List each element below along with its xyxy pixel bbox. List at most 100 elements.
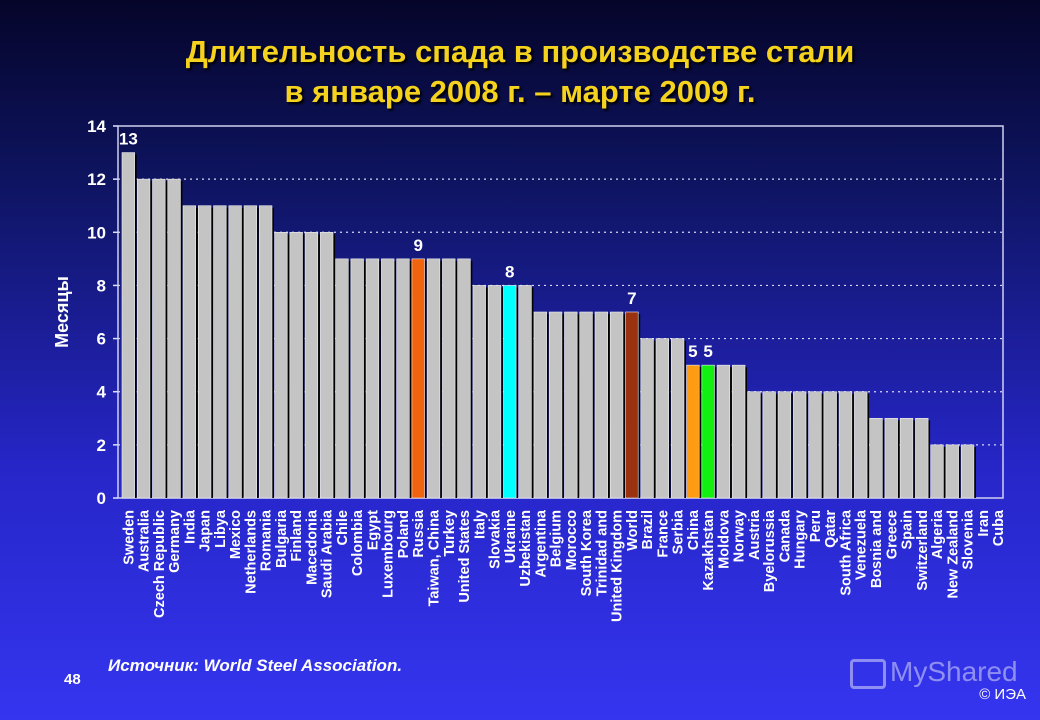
x-tick-label: Turkey <box>442 510 458 556</box>
x-tick-label: Canada <box>777 509 793 562</box>
x-tick-label: China <box>686 509 702 550</box>
page-number: 48 <box>64 671 81 688</box>
y-tick-label: 0 <box>97 489 106 508</box>
bar-china <box>686 364 700 499</box>
bar-belgium <box>548 311 563 499</box>
x-tick-label: Iran <box>976 510 992 537</box>
bar-chile <box>335 258 349 499</box>
x-tick-label: Slovenia <box>961 509 977 570</box>
x-tick-label: Switzerland <box>915 510 931 591</box>
bar-morocco <box>564 311 578 499</box>
chart-title-line1: Длительность спада в производстве стали <box>185 34 855 69</box>
x-tick-label: Moldova <box>716 509 732 569</box>
x-tick-label: Libya <box>213 509 229 548</box>
chart-title-line2: в январе 2008 г. – марте 2009 г. <box>284 74 756 109</box>
data-label: 8 <box>505 262 514 281</box>
y-tick-label: 14 <box>87 117 106 136</box>
x-tick-label: Czech Republic <box>152 510 168 618</box>
bar-colombia <box>350 258 364 499</box>
data-label: 7 <box>627 289 636 308</box>
x-tick-label: Uzbekistan <box>518 510 534 587</box>
x-tick-label: South Korea <box>579 509 595 596</box>
y-axis-label: Месяцы <box>52 276 72 348</box>
bar-kazakhstan <box>701 364 715 499</box>
x-tick-label: Spain <box>900 510 916 549</box>
bar-romania <box>259 205 273 499</box>
watermark-text: MyShared <box>890 656 1018 687</box>
y-tick-label: 2 <box>97 436 106 455</box>
bar-taiwan-china <box>426 258 441 499</box>
x-tick-label: India <box>182 509 198 544</box>
x-tick-label: France <box>655 510 671 558</box>
x-tick-label: Egypt <box>365 510 381 550</box>
bar-argentina <box>533 311 547 499</box>
bar-greece <box>884 417 898 499</box>
bar-macedonia <box>304 231 319 499</box>
bar-slovenia <box>960 444 975 499</box>
x-tick-label: Bulgaria <box>274 509 290 568</box>
bar-south-korea <box>579 311 593 499</box>
data-label: 9 <box>414 236 423 255</box>
bar-sweden <box>121 152 135 499</box>
data-label: 5 <box>688 342 697 361</box>
bar-austria <box>747 391 761 499</box>
data-label: 13 <box>119 130 138 149</box>
x-tick-label: Australia <box>137 509 153 572</box>
bar-world <box>625 311 639 499</box>
bar-france <box>655 338 670 499</box>
bar-moldova <box>716 364 731 499</box>
x-tick-label: Cuba <box>991 509 1007 546</box>
x-tick-label: Japan <box>198 510 214 552</box>
bar-slovakia <box>487 285 502 499</box>
x-tick-label: United Kingdom <box>610 510 626 622</box>
y-tick-label: 4 <box>97 383 107 402</box>
x-tick-label: Colombia <box>350 509 366 576</box>
bar-byelorussia <box>762 391 776 499</box>
bar-finland <box>289 231 303 499</box>
x-tick-label: Taiwan, China <box>427 509 443 606</box>
x-tick-label: Kazakhstan <box>701 510 717 591</box>
source-note: Источник: World Steel Association. <box>108 656 403 675</box>
x-tick-label: World <box>625 510 641 551</box>
x-tick-label: Serbia <box>671 509 687 554</box>
x-tick-label: Morocco <box>564 510 580 571</box>
bar-poland <box>396 258 410 499</box>
bar-algeria <box>930 444 944 499</box>
x-tick-label: Byelorussia <box>762 509 778 592</box>
x-tick-label: Slovakia <box>488 509 504 569</box>
bar-qatar <box>823 391 837 499</box>
bar-new-zealand <box>945 444 959 499</box>
x-tick-label: Argentina <box>533 509 549 578</box>
x-tick-label: Russia <box>411 509 427 557</box>
bar-bosnia-and <box>869 417 883 499</box>
x-tick-label: South Africa <box>838 509 854 596</box>
x-tick-label: Brazil <box>640 510 656 550</box>
bar-netherlands <box>243 205 258 499</box>
x-tick-label: Luxembourg <box>381 510 397 598</box>
bar-south-africa <box>838 391 853 499</box>
x-tick-label: Greece <box>884 510 900 559</box>
bar-hungary <box>793 391 807 499</box>
copyright: © ИЭА <box>979 686 1026 703</box>
x-tick-label: Belgium <box>549 510 565 567</box>
x-tick-label: Saudi Arabia <box>320 509 336 598</box>
y-tick-label: 6 <box>97 330 106 349</box>
bar-brazil <box>640 338 654 499</box>
bar-switzerland <box>915 417 929 499</box>
bar-turkey <box>442 258 456 499</box>
bar-united-kingdom <box>609 311 624 499</box>
x-tick-label: Norway <box>732 510 748 562</box>
x-tick-label: Venezuela <box>854 509 870 580</box>
x-tick-label: Chile <box>335 510 351 545</box>
bar-norway <box>732 364 746 499</box>
bar-czech-republic <box>152 178 166 499</box>
bar-japan <box>197 205 212 499</box>
watermark: MyShared <box>850 656 1018 689</box>
bar-luxembourg <box>381 258 395 499</box>
bar-bulgaria <box>274 231 288 499</box>
watermark-logo-icon <box>850 658 886 689</box>
bar-italy <box>472 285 486 499</box>
x-tick-label: Peru <box>808 510 824 542</box>
bar-spain <box>899 417 914 499</box>
